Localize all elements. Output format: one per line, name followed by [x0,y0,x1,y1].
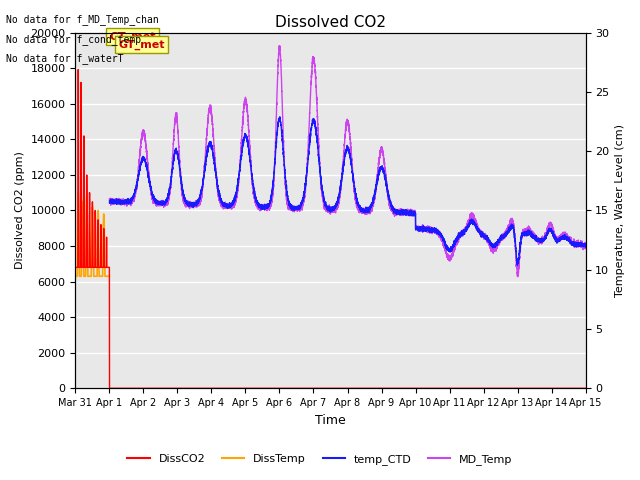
Text: No data for f_cond_temp: No data for f_cond_temp [6,34,141,45]
Y-axis label: Temperature, Water Level (cm): Temperature, Water Level (cm) [615,124,625,297]
Text: GT_met: GT_met [118,40,165,50]
Text: GT_met: GT_met [109,32,156,42]
Text: No data for f_waterT: No data for f_waterT [6,53,124,64]
Title: Dissolved CO2: Dissolved CO2 [275,15,386,30]
X-axis label: Time: Time [315,414,346,427]
Y-axis label: Dissolved CO2 (ppm): Dissolved CO2 (ppm) [15,152,25,269]
Text: No data for f_MD_Temp_chan: No data for f_MD_Temp_chan [6,14,159,25]
Legend: DissCO2, DissTemp, temp_CTD, MD_Temp: DissCO2, DissTemp, temp_CTD, MD_Temp [123,450,517,469]
